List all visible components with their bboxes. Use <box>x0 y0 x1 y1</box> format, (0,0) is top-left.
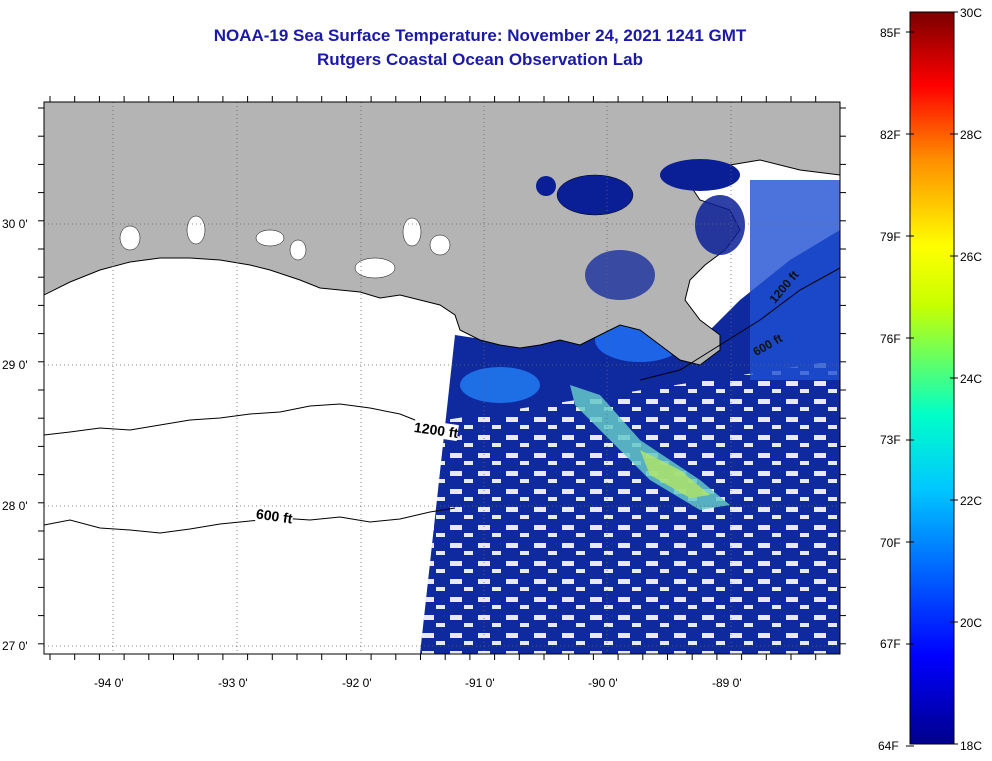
lon-label: -92 0' <box>342 676 372 690</box>
lake-2 <box>186 215 206 245</box>
east-swath-band <box>750 180 840 380</box>
colorbar-c-label: 30C <box>960 6 983 20</box>
lon-label: -91 0' <box>465 676 495 690</box>
plot-frame <box>43 101 841 655</box>
lat-label: 30 0' <box>2 217 28 231</box>
colorbar-c-label: 22C <box>960 494 983 508</box>
colorbar-c-label: 28C <box>960 128 983 142</box>
lon-label: -89 0' <box>712 676 742 690</box>
contour-ne <box>639 267 840 381</box>
lake-6 <box>402 217 422 247</box>
lake-borgne <box>660 159 740 191</box>
map-title: NOAA-19 Sea Surface Temperature: Novembe… <box>213 26 747 45</box>
colorbar-f-label: 79F <box>880 230 901 244</box>
graticule <box>44 102 840 654</box>
colorbar-c-label: 24C <box>960 372 983 386</box>
lake-1 <box>119 225 141 251</box>
colorbar-f-label: 85F <box>880 26 901 40</box>
colorbar <box>909 11 955 745</box>
colorbar-c-label: 18C <box>960 739 983 753</box>
colorbar-f-label: 76F <box>880 332 901 346</box>
breton-sound <box>695 195 745 255</box>
lake-4 <box>289 239 307 261</box>
cloud-cover <box>420 360 840 654</box>
contour-1200ft <box>44 403 461 437</box>
warm-plume-core <box>640 450 710 498</box>
lat-label: 29 0' <box>2 358 28 372</box>
colorbar-f-label: 73F <box>880 433 901 447</box>
colorbar-ticks <box>906 11 958 747</box>
lake-3 <box>255 229 285 247</box>
colorbar-f-label: 82F <box>880 128 901 142</box>
lake-pontchartrain <box>556 174 634 216</box>
colorbar-c-label: 20C <box>960 616 983 630</box>
nearshore-cool-patch <box>460 367 540 403</box>
colorbar-f-label: 70F <box>880 536 901 550</box>
contour-600ft <box>44 507 456 534</box>
axis-ticks <box>38 96 846 660</box>
colorbar-c-label: 26C <box>960 250 983 264</box>
lat-label: 28 0' <box>2 499 28 513</box>
barataria-bay <box>585 250 655 300</box>
colorbar-f-label: 64F <box>878 739 899 753</box>
colorbar-f-label: 67F <box>880 637 901 651</box>
lat-label: 27 0' <box>2 639 28 653</box>
lake-7 <box>429 234 451 256</box>
lon-label: -94 0' <box>94 676 124 690</box>
lon-label: -93 0' <box>218 676 248 690</box>
lon-label: -90 0' <box>588 676 618 690</box>
lake-maurepas <box>536 176 556 196</box>
map-subtitle: Rutgers Coastal Ocean Observation Lab <box>317 50 643 69</box>
lake-5 <box>354 257 396 279</box>
